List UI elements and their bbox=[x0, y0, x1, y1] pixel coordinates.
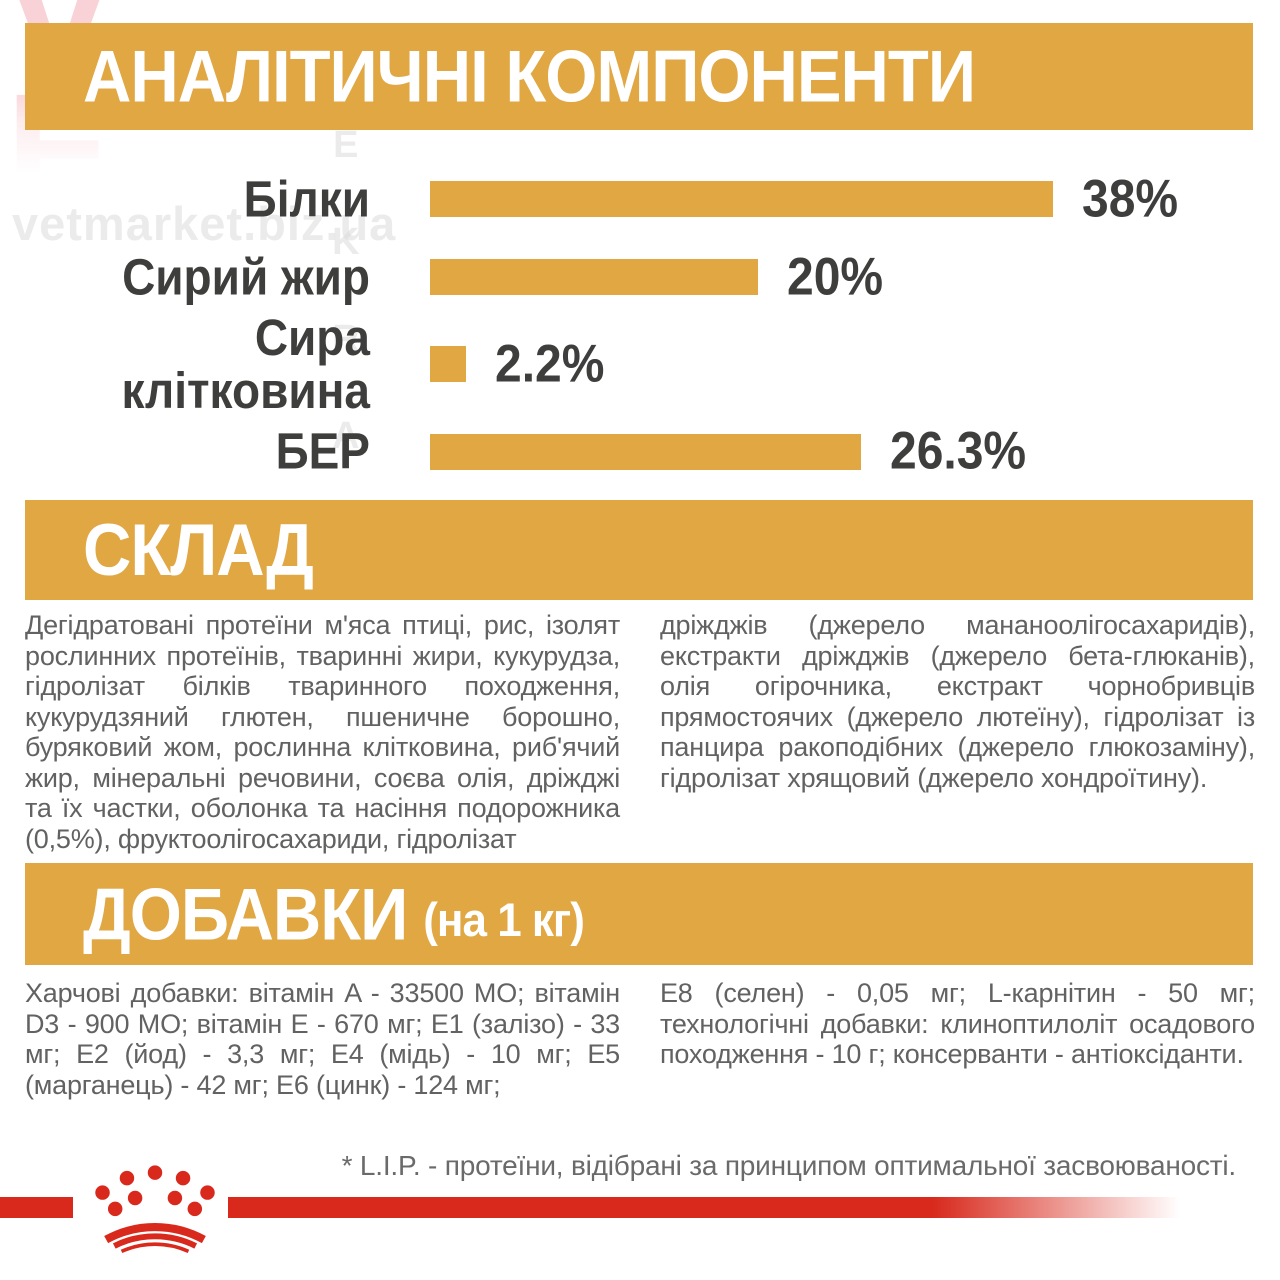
analytical-bar-chart: Білки 38% Сирий жир 20% Сира клітковина 2.2% Б… bbox=[25, 160, 1255, 491]
bar-category-label: Сира клітковина bbox=[121, 308, 370, 420]
additives-column-left: Харчові добавки: вітамін A - 33500 МО; в… bbox=[25, 978, 620, 1100]
vet-watermark-letter: T bbox=[6, 188, 104, 367]
composition-column-left: Дегідратовані протеїни м'яса птиці, рис,… bbox=[25, 610, 620, 854]
bar bbox=[430, 346, 466, 383]
composition-banner: СКЛАД bbox=[25, 500, 1253, 600]
additives-column-right: E8 (селен) - 0,05 мг; L-карнітин - 50 мг… bbox=[660, 978, 1255, 1069]
additives-title-row: ДОБАВКИ (на 1 кг) bbox=[83, 873, 585, 956]
analytical-components-banner: АНАЛІТИЧНІ КОМПОНЕНТИ bbox=[25, 23, 1253, 130]
bar bbox=[430, 433, 861, 470]
red-divider-right bbox=[228, 1197, 1180, 1218]
additives-text: Харчові добавки: вітамін A - 33500 МО; в… bbox=[25, 978, 1255, 1100]
composition-text: Дегідратовані протеїни м'яса птиці, рис,… bbox=[25, 610, 1255, 854]
bar-row: Сира клітковина 2.2% bbox=[25, 311, 1255, 417]
market-watermark-letter: A bbox=[332, 415, 360, 457]
bar bbox=[430, 259, 758, 295]
composition-title: СКЛАД bbox=[83, 508, 314, 592]
bar-category-label: Білки bbox=[243, 170, 370, 228]
additives-banner: ДОБАВКИ (на 1 кг) bbox=[25, 863, 1253, 965]
red-divider-left bbox=[0, 1197, 73, 1218]
market-watermark-letter: R bbox=[332, 318, 360, 360]
bar-value-label: 26.3% bbox=[890, 422, 1027, 481]
composition-column-right: дріжджів (джерело мананоолігосахаридів),… bbox=[660, 610, 1255, 793]
market-watermark-letter: E bbox=[333, 124, 359, 166]
bar-category-label: Сирий жир bbox=[122, 248, 370, 306]
additives-title: ДОБАВКИ bbox=[83, 872, 408, 956]
market-watermark-letter: K bbox=[332, 221, 360, 263]
bar-row: БЕР 26.3% bbox=[25, 413, 1255, 491]
bar bbox=[430, 181, 1053, 217]
additives-subtitle: (на 1 кг) bbox=[423, 893, 585, 947]
bar-value-label: 38% bbox=[1082, 169, 1179, 229]
bar-value-label: 20% bbox=[787, 247, 884, 307]
analytical-components-title: АНАЛІТИЧНІ КОМПОНЕНТИ bbox=[83, 35, 976, 118]
lip-footnote: * L.I.P. - протеїни, відібрані за принци… bbox=[341, 1150, 1237, 1181]
url-watermark: vetmarket.biz.ua bbox=[12, 197, 397, 250]
bar-value-label: 2.2% bbox=[495, 335, 605, 394]
royal-canin-crown-icon bbox=[95, 1165, 215, 1254]
bar-row: Білки 38% bbox=[25, 160, 1255, 238]
bar-category-label: БЕР bbox=[275, 422, 370, 481]
bar-row: Сирий жир 20% bbox=[25, 238, 1255, 316]
